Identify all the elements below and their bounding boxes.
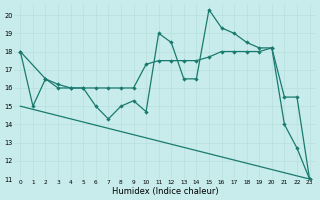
X-axis label: Humidex (Indice chaleur): Humidex (Indice chaleur) — [112, 187, 218, 196]
